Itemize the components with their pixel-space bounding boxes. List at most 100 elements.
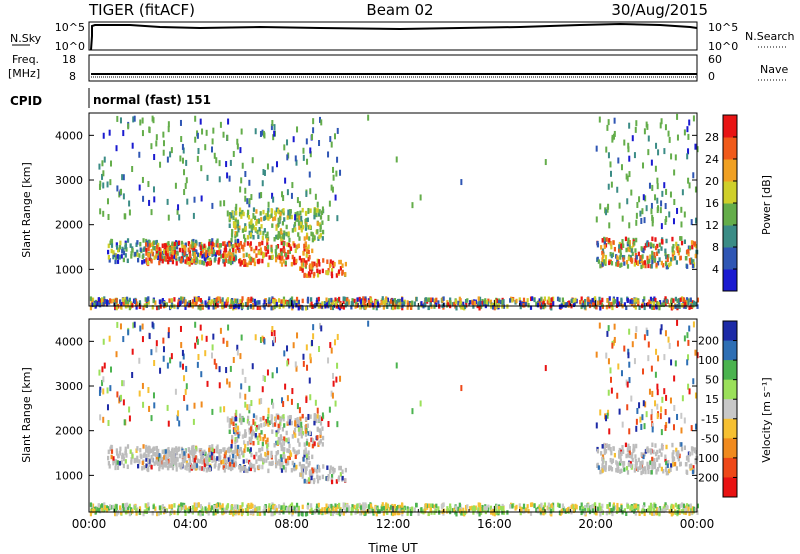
power-cell [351,298,354,303]
velocity-cell [611,342,614,349]
power-cell [189,244,192,249]
power-cell [575,298,578,304]
velocity-cell [180,342,183,349]
velocity-cell [253,454,256,460]
power-cell [253,261,256,267]
velocity-cell [185,383,188,390]
power-cell [695,244,698,249]
power-cell [691,244,694,250]
velocity-cell [255,459,258,464]
power-cell [641,254,644,259]
velocity-cell [173,447,176,453]
velocity-cell [278,461,281,466]
velocity-cell [347,506,350,511]
velocity-cell [298,442,301,447]
velocity-cell [304,466,308,471]
velocity-cell [649,460,652,465]
power-cell [691,300,694,305]
power-cell [312,118,315,125]
velocity-cell [646,329,649,336]
power-cell [327,151,330,158]
power-cell [289,246,293,251]
velocity-cell [460,385,463,392]
power-cell [609,302,612,307]
power-cell [170,251,173,257]
power-cell [266,210,269,217]
velocity-cell [251,429,254,435]
power-cell [318,140,321,147]
velocity-cell [181,363,184,370]
power-cell [201,254,204,259]
power-cell [151,115,154,122]
power-cell [310,301,313,307]
velocity-cell [584,504,587,510]
velocity-cell [625,379,628,386]
power-cell [208,261,212,266]
power-cell [298,225,301,230]
velocity-cell [136,446,139,451]
power-cell [118,244,122,250]
power-cell [652,305,656,310]
power-cell [239,186,242,193]
power-cell [608,222,611,229]
velocity-cell [229,466,233,472]
velocity-ytick-label: 1000 [55,469,83,482]
power-cell [359,299,363,304]
velocity-cell [665,460,668,466]
power-cell [158,246,161,252]
velocity-cell [246,404,249,411]
power-cell [668,211,671,218]
velocity-cell [338,511,342,517]
power-cell [233,243,236,249]
velocity-cell [664,454,667,460]
velocity-cell [635,443,638,449]
power-cell [175,251,178,256]
velocity-cell [122,336,125,343]
velocity-cell [628,361,631,368]
power-cell [275,245,278,250]
velocity-cell [255,506,258,512]
velocity-cell [116,321,119,328]
power-cell [664,218,667,225]
velocity-cell [221,503,224,508]
velocity-cell [624,442,628,448]
power-cell [668,136,671,143]
velocity-cell [326,508,329,513]
velocity-cell [257,440,260,445]
power-cell [611,136,614,143]
velocity-cell [330,347,333,354]
power-cell [232,304,236,310]
power-cell [225,253,228,258]
power-cell [154,300,157,305]
power-cell [662,302,665,308]
date-title: 30/Aug/2015 [611,1,708,19]
power-cell [298,215,301,220]
velocity-cell [267,407,270,414]
velocity-cell [208,502,211,507]
power-cell [150,143,153,150]
power-cell [246,235,249,240]
power-cell [261,258,264,264]
velocity-cell [168,462,171,468]
power-cell [137,257,140,263]
velocity-cell [281,427,284,432]
power-cell [174,182,177,189]
velocity-cell [615,467,618,473]
velocity-cell [687,354,690,361]
velocity-cell [279,454,283,459]
velocity-cell [283,350,286,357]
velocity-cell [211,444,214,449]
power-cell [337,269,341,274]
power-cell [666,257,669,262]
velocity-cell [214,462,217,468]
power-cell [391,305,395,311]
velocity-cell [672,462,675,467]
power-cell [296,244,299,249]
velocity-cell [261,441,264,447]
power-cell [686,153,689,160]
velocity-cell [619,469,622,474]
velocity-cell [643,466,647,471]
power-cell [255,245,258,251]
power-cell [271,192,274,199]
freq-panel: Freq. [MHz] 18 8 60 0 Nave [8,53,788,83]
